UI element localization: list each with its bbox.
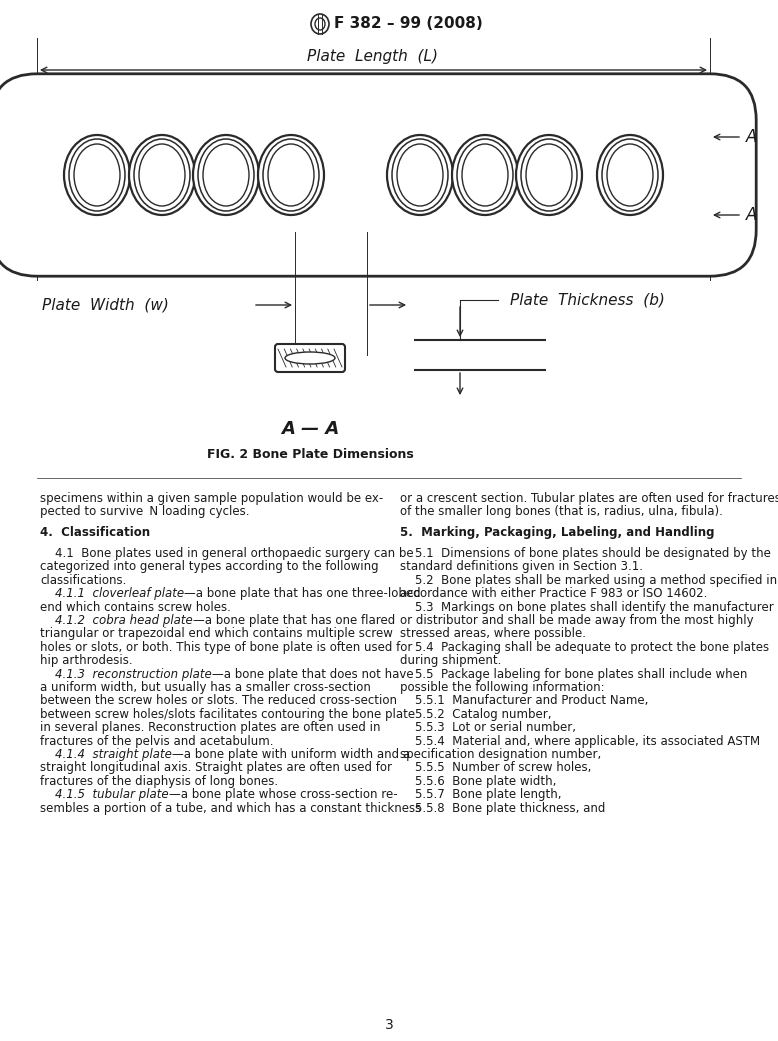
Text: 5.5.6  Bone plate width,: 5.5.6 Bone plate width, bbox=[400, 775, 556, 788]
Text: categorized into general types according to the following: categorized into general types according… bbox=[40, 560, 379, 574]
Ellipse shape bbox=[193, 135, 259, 215]
Text: stressed areas, where possible.: stressed areas, where possible. bbox=[400, 628, 586, 640]
Ellipse shape bbox=[129, 135, 195, 215]
Text: —a bone plate that does not have: —a bone plate that does not have bbox=[212, 667, 413, 681]
Text: Plate  Thickness  (b): Plate Thickness (b) bbox=[510, 293, 665, 307]
Text: 4.1.4  straight plate: 4.1.4 straight plate bbox=[40, 747, 172, 761]
Text: specification designation number,: specification designation number, bbox=[400, 747, 601, 761]
Text: 4.1.5  tubular plate: 4.1.5 tubular plate bbox=[40, 788, 169, 802]
Text: 5.3  Markings on bone plates shall identify the manufacturer: 5.3 Markings on bone plates shall identi… bbox=[400, 601, 774, 613]
Text: hip arthrodesis.: hip arthrodesis. bbox=[40, 654, 132, 667]
Ellipse shape bbox=[526, 144, 572, 206]
Text: standard definitions given in Section 3.1.: standard definitions given in Section 3.… bbox=[400, 560, 643, 574]
Text: of the smaller long bones (that is, radius, ulna, fibula).: of the smaller long bones (that is, radi… bbox=[400, 505, 723, 518]
Ellipse shape bbox=[258, 135, 324, 215]
FancyBboxPatch shape bbox=[275, 344, 345, 372]
Ellipse shape bbox=[74, 144, 120, 206]
Text: 5.1  Dimensions of bone plates should be designated by the: 5.1 Dimensions of bone plates should be … bbox=[400, 547, 771, 560]
Text: accordance with either Practice F 983 or ISO 14602.: accordance with either Practice F 983 or… bbox=[400, 587, 707, 601]
Text: 5.5.5  Number of screw holes,: 5.5.5 Number of screw holes, bbox=[400, 761, 591, 775]
Text: —a bone plate that has one flared: —a bone plate that has one flared bbox=[193, 614, 395, 627]
Ellipse shape bbox=[139, 144, 185, 206]
Ellipse shape bbox=[452, 135, 518, 215]
Text: 5.2  Bone plates shall be marked using a method specified in: 5.2 Bone plates shall be marked using a … bbox=[400, 574, 777, 587]
Text: F 382 – 99 (2008): F 382 – 99 (2008) bbox=[334, 17, 483, 31]
Text: between screw holes/slots facilitates contouring the bone plate: between screw holes/slots facilitates co… bbox=[40, 708, 415, 720]
Text: 4.  Classification: 4. Classification bbox=[40, 526, 150, 539]
Text: —a bone plate with uniform width and a: —a bone plate with uniform width and a bbox=[172, 747, 410, 761]
Text: FIG. 2 Bone Plate Dimensions: FIG. 2 Bone Plate Dimensions bbox=[207, 448, 413, 461]
Text: A: A bbox=[746, 128, 757, 146]
Ellipse shape bbox=[392, 139, 448, 211]
Text: fractures of the pelvis and acetabulum.: fractures of the pelvis and acetabulum. bbox=[40, 735, 274, 747]
Text: triangular or trapezoidal end which contains multiple screw: triangular or trapezoidal end which cont… bbox=[40, 628, 393, 640]
Text: end which contains screw holes.: end which contains screw holes. bbox=[40, 601, 231, 613]
Text: 4.1.2  cobra head plate: 4.1.2 cobra head plate bbox=[40, 614, 193, 627]
Text: in several planes. Reconstruction plates are often used in: in several planes. Reconstruction plates… bbox=[40, 721, 380, 734]
Ellipse shape bbox=[203, 144, 249, 206]
Text: during shipment.: during shipment. bbox=[400, 654, 501, 667]
Text: 3: 3 bbox=[384, 1018, 394, 1032]
Ellipse shape bbox=[285, 352, 335, 364]
Ellipse shape bbox=[457, 139, 513, 211]
Text: classifications.: classifications. bbox=[40, 574, 126, 587]
Ellipse shape bbox=[268, 144, 314, 206]
Text: or a crescent section. Tubular plates are often used for fractures: or a crescent section. Tubular plates ar… bbox=[400, 492, 778, 505]
Ellipse shape bbox=[602, 139, 658, 211]
Text: or distributor and shall be made away from the most highly: or distributor and shall be made away fr… bbox=[400, 614, 754, 627]
Text: 5.  Marking, Packaging, Labeling, and Handling: 5. Marking, Packaging, Labeling, and Han… bbox=[400, 526, 714, 539]
Ellipse shape bbox=[311, 14, 329, 34]
Text: fractures of the diaphysis of long bones.: fractures of the diaphysis of long bones… bbox=[40, 775, 278, 788]
Ellipse shape bbox=[462, 144, 508, 206]
Ellipse shape bbox=[387, 135, 453, 215]
Text: pected to survive  N loading cycles.: pected to survive N loading cycles. bbox=[40, 505, 250, 518]
Text: holes or slots, or both. This type of bone plate is often used for: holes or slots, or both. This type of bo… bbox=[40, 641, 412, 654]
Text: possible the following information:: possible the following information: bbox=[400, 681, 605, 694]
Text: 5.5.3  Lot or serial number,: 5.5.3 Lot or serial number, bbox=[400, 721, 576, 734]
Text: between the screw holes or slots. The reduced cross-section: between the screw holes or slots. The re… bbox=[40, 694, 397, 707]
Text: 4.1.3  reconstruction plate: 4.1.3 reconstruction plate bbox=[40, 667, 212, 681]
Text: 5.5  Package labeling for bone plates shall include when: 5.5 Package labeling for bone plates sha… bbox=[400, 667, 748, 681]
Text: A — A: A — A bbox=[281, 420, 339, 438]
Text: 5.5.8  Bone plate thickness, and: 5.5.8 Bone plate thickness, and bbox=[400, 802, 605, 814]
Text: —a bone plate whose cross-section re-: —a bone plate whose cross-section re- bbox=[169, 788, 398, 802]
Ellipse shape bbox=[516, 135, 582, 215]
FancyBboxPatch shape bbox=[0, 74, 756, 276]
Ellipse shape bbox=[64, 135, 130, 215]
Ellipse shape bbox=[263, 139, 319, 211]
Ellipse shape bbox=[397, 144, 443, 206]
Ellipse shape bbox=[315, 18, 325, 30]
Ellipse shape bbox=[607, 144, 653, 206]
Ellipse shape bbox=[597, 135, 663, 215]
Text: specimens within a given sample population would be ex-: specimens within a given sample populati… bbox=[40, 492, 384, 505]
Text: sembles a portion of a tube, and which has a constant thickness: sembles a portion of a tube, and which h… bbox=[40, 802, 421, 814]
Text: straight longitudinal axis. Straight plates are often used for: straight longitudinal axis. Straight pla… bbox=[40, 761, 392, 775]
Ellipse shape bbox=[521, 139, 577, 211]
Text: 5.5.4  Material and, where applicable, its associated ASTM: 5.5.4 Material and, where applicable, it… bbox=[400, 735, 760, 747]
Text: Plate  Length  (L): Plate Length (L) bbox=[307, 49, 439, 64]
Text: 5.5.7  Bone plate length,: 5.5.7 Bone plate length, bbox=[400, 788, 562, 802]
Text: —a bone plate that has one three-lobed: —a bone plate that has one three-lobed bbox=[184, 587, 421, 601]
Text: 5.5.1  Manufacturer and Product Name,: 5.5.1 Manufacturer and Product Name, bbox=[400, 694, 648, 707]
Text: A: A bbox=[746, 206, 757, 224]
Text: a uniform width, but usually has a smaller cross-section: a uniform width, but usually has a small… bbox=[40, 681, 371, 694]
Text: 5.5.2  Catalog number,: 5.5.2 Catalog number, bbox=[400, 708, 552, 720]
Text: 5.4  Packaging shall be adequate to protect the bone plates: 5.4 Packaging shall be adequate to prote… bbox=[400, 641, 769, 654]
Ellipse shape bbox=[134, 139, 190, 211]
Ellipse shape bbox=[69, 139, 125, 211]
Ellipse shape bbox=[198, 139, 254, 211]
Text: Plate  Width  (w): Plate Width (w) bbox=[42, 298, 169, 312]
Text: 4.1.1  cloverleaf plate: 4.1.1 cloverleaf plate bbox=[40, 587, 184, 601]
Text: 4.1  Bone plates used in general orthopaedic surgery can be: 4.1 Bone plates used in general orthopae… bbox=[40, 547, 414, 560]
